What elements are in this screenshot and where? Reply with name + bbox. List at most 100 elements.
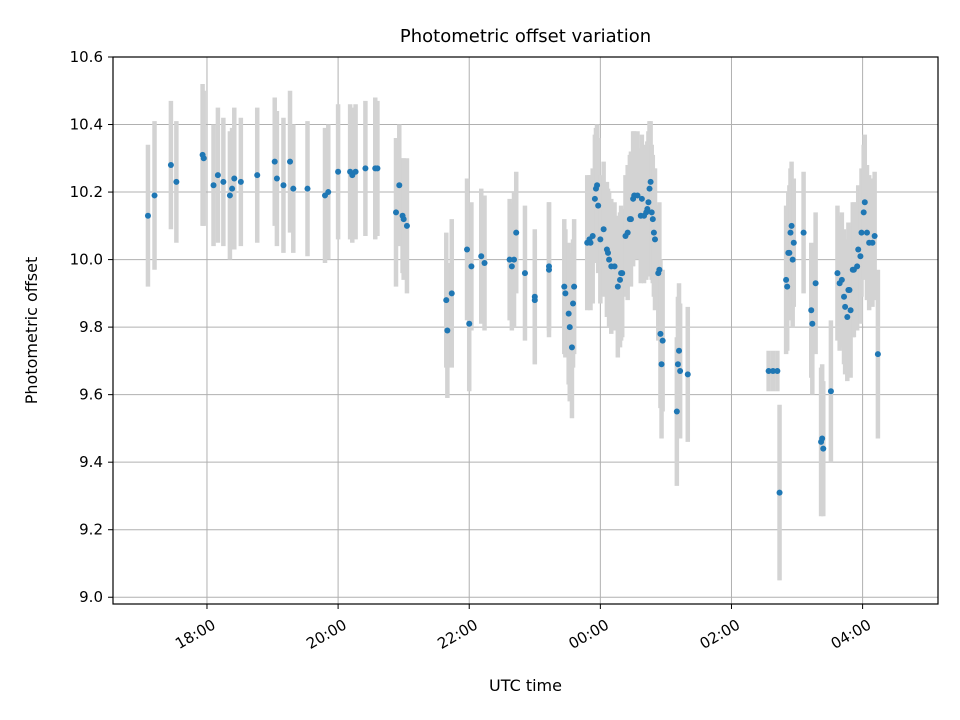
data-point	[271, 158, 278, 165]
data-point	[444, 327, 451, 334]
data-point	[787, 229, 794, 236]
data-point	[571, 283, 578, 290]
data-point	[144, 212, 151, 219]
data-point	[776, 489, 783, 496]
data-point	[400, 216, 407, 223]
data-point	[521, 270, 528, 277]
data-point	[513, 229, 520, 236]
data-point	[393, 209, 400, 216]
y-tick-label: 10.4	[70, 116, 103, 134]
data-point	[800, 229, 807, 236]
data-point	[606, 256, 613, 263]
data-point	[650, 229, 657, 236]
data-point	[468, 263, 475, 270]
data-point	[374, 165, 381, 172]
data-point	[448, 290, 455, 297]
data-point	[362, 165, 369, 172]
data-point	[677, 368, 684, 375]
data-point	[561, 283, 568, 290]
data-points	[144, 151, 881, 496]
data-point	[531, 297, 538, 304]
data-point	[611, 263, 618, 270]
y-tick-label: 10.0	[70, 251, 103, 269]
data-point	[855, 246, 862, 253]
data-point	[443, 297, 450, 304]
data-point	[273, 175, 280, 182]
data-point	[200, 155, 207, 162]
data-point	[827, 388, 834, 395]
chart-title: Photometric offset variation	[400, 26, 651, 47]
data-point	[784, 283, 791, 290]
y-tick-label: 9.0	[79, 588, 103, 606]
data-point	[627, 216, 634, 223]
data-point	[352, 168, 359, 175]
data-point	[659, 337, 666, 344]
data-point	[646, 185, 653, 192]
data-point	[770, 368, 776, 375]
data-point	[151, 192, 158, 199]
data-point	[860, 209, 867, 216]
data-point	[226, 192, 233, 199]
data-point	[508, 263, 515, 270]
data-point	[854, 263, 861, 270]
data-point	[220, 178, 227, 185]
data-point	[600, 226, 607, 233]
data-point	[841, 293, 848, 300]
data-point	[254, 172, 261, 179]
data-point	[466, 320, 473, 327]
data-point	[304, 185, 311, 192]
data-point	[651, 236, 658, 243]
data-point	[287, 158, 294, 165]
data-point	[634, 192, 641, 199]
data-point	[820, 445, 827, 452]
data-point	[325, 189, 332, 196]
data-point	[335, 168, 342, 175]
data-point	[597, 236, 604, 243]
data-point	[570, 300, 577, 307]
data-point	[658, 361, 665, 368]
data-point	[481, 259, 488, 266]
data-point	[591, 195, 598, 202]
data-point	[812, 280, 819, 287]
data-point	[774, 368, 781, 375]
data-point	[290, 185, 297, 192]
data-point	[786, 249, 793, 256]
data-point	[617, 276, 624, 283]
data-point	[167, 162, 174, 169]
data-point	[783, 276, 790, 283]
data-point	[229, 185, 236, 192]
data-point	[403, 222, 410, 229]
data-point	[788, 222, 795, 229]
data-point	[214, 172, 221, 179]
data-point	[861, 199, 868, 206]
data-point	[589, 232, 596, 239]
data-point	[656, 266, 663, 273]
data-point	[819, 435, 826, 442]
data-point	[789, 256, 796, 263]
data-point	[396, 182, 403, 189]
y-tick-label: 9.8	[79, 318, 103, 336]
data-point	[863, 229, 870, 236]
data-point	[568, 344, 575, 351]
data-point	[562, 290, 569, 297]
data-point	[565, 310, 572, 317]
x-axis-label: UTC time	[489, 676, 562, 695]
data-point	[478, 253, 485, 260]
data-point	[858, 229, 865, 236]
data-point	[237, 178, 244, 185]
y-tick-label: 9.6	[79, 386, 103, 404]
data-point	[838, 276, 845, 283]
y-tick-label: 10.2	[70, 183, 103, 201]
data-point	[871, 232, 878, 239]
data-point	[511, 256, 518, 263]
data-point	[280, 182, 287, 189]
data-point	[846, 286, 853, 293]
data-point	[173, 178, 180, 185]
data-point	[647, 178, 654, 185]
data-point	[619, 270, 626, 277]
data-point	[545, 266, 552, 273]
data-point	[648, 209, 655, 216]
data-point	[684, 371, 691, 378]
